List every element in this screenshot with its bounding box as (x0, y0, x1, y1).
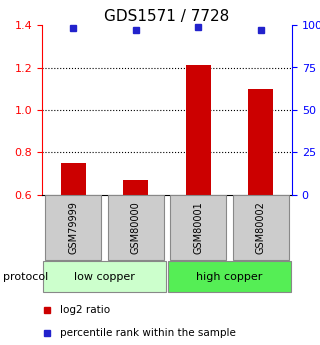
Bar (186, 65, 211, 195)
Bar (233, 195, 289, 260)
Bar (123, 180, 148, 195)
Text: GSM80001: GSM80001 (193, 201, 203, 254)
Text: GSM80002: GSM80002 (256, 201, 266, 254)
Title: GDS1571 / 7728: GDS1571 / 7728 (104, 9, 230, 24)
Bar (248, 89, 273, 195)
Bar (43, 261, 166, 292)
Bar (61, 163, 86, 195)
Bar (168, 261, 292, 292)
Bar (108, 195, 164, 260)
Text: low copper: low copper (74, 272, 135, 282)
Bar (170, 195, 226, 260)
Text: percentile rank within the sample: percentile rank within the sample (60, 328, 236, 338)
Text: GSM79999: GSM79999 (68, 201, 78, 254)
Bar (45, 195, 101, 260)
Text: GSM80000: GSM80000 (131, 201, 141, 254)
Text: log2 ratio: log2 ratio (60, 305, 110, 315)
Text: protocol: protocol (3, 272, 48, 282)
Text: high copper: high copper (196, 272, 263, 282)
